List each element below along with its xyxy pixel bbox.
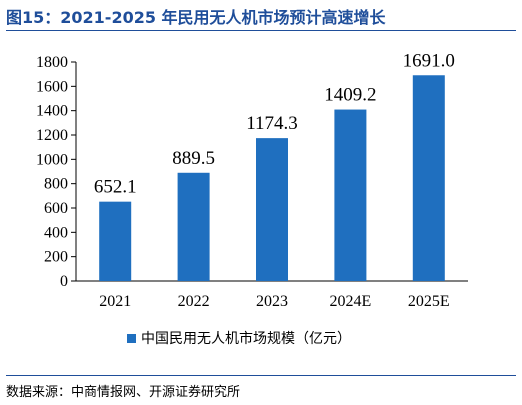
x-tick-label: 2023 [256, 293, 288, 310]
y-tick-label: 1200 [36, 127, 68, 144]
y-tick-label: 200 [44, 249, 68, 266]
x-tick-label: 2022 [178, 293, 210, 310]
bars [99, 75, 445, 282]
legend-label: 中国民用无人机市场规模（亿元） [141, 330, 351, 347]
y-tick-label: 1400 [36, 103, 68, 120]
source-rule [6, 375, 516, 376]
y-tick-label: 800 [44, 176, 68, 193]
data-label-2022: 889.5 [172, 148, 215, 169]
y-axis: 0 200 400 600 800 1000 1200 1400 1600 1800 [36, 54, 77, 290]
y-tick-label: 1600 [36, 78, 68, 95]
bar-2023 [256, 138, 288, 281]
bar-2024E [334, 109, 367, 281]
y-tick-label: 400 [44, 224, 68, 241]
bar-2025E [412, 75, 445, 282]
figure-title: 图15：2021-2025 年民用无人机市场预计高速增长 [6, 8, 386, 27]
x-tick-label: 2021 [99, 293, 131, 310]
y-tick-label: 0 [60, 273, 68, 290]
y-tick-label: 1000 [36, 151, 68, 168]
data-label-2025E: 1691.0 [403, 50, 455, 71]
x-axis: 2021 2022 2023 2024E 2025E [76, 280, 468, 310]
source-note: 数据来源：中商情报网、开源证券研究所 [6, 385, 241, 400]
data-label-2021: 652.1 [94, 177, 137, 198]
title-rule [6, 30, 516, 31]
bar-2022 [177, 172, 210, 281]
data-label-2024E: 1409.2 [324, 85, 376, 106]
x-tick-label: 2024E [330, 293, 372, 310]
y-tick-label: 1800 [36, 54, 68, 71]
legend: 中国民用无人机市场规模（亿元） [127, 330, 351, 347]
y-tick-label: 600 [44, 200, 68, 217]
data-labels: 652.1 889.5 1174.3 1409.2 1691.0 [94, 50, 455, 197]
data-label-2023: 1174.3 [246, 113, 298, 134]
x-tick-label: 2025E [408, 293, 450, 310]
legend-swatch [127, 334, 136, 343]
bar-2021 [99, 201, 132, 281]
